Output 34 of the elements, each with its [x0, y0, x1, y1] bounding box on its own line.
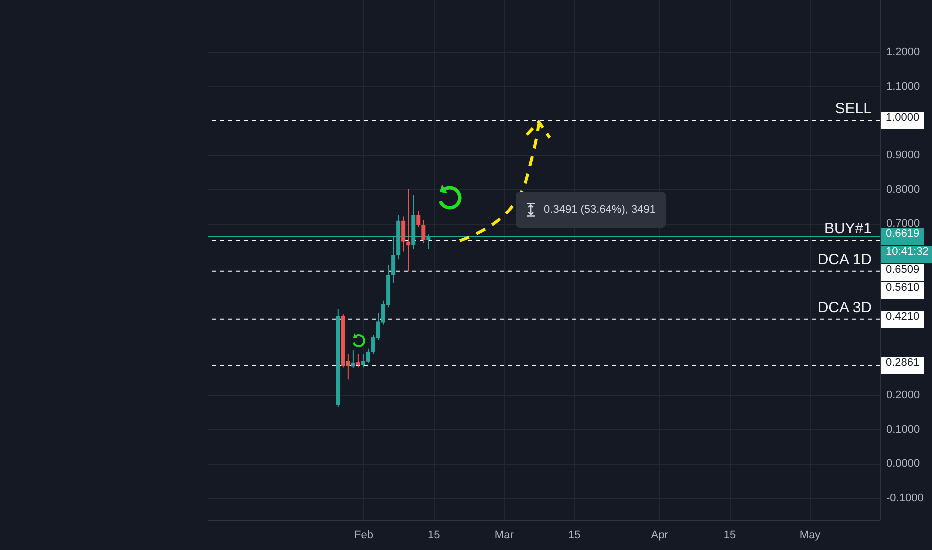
- y-tick-label: 0.2000: [886, 390, 920, 402]
- ref-line-label: DCA 3D: [818, 299, 872, 316]
- candlestick: [422, 220, 426, 244]
- x-tick-label: 15: [724, 530, 736, 542]
- annotation: 1.0000: [881, 112, 924, 130]
- annotation: 0.4210: [881, 310, 924, 328]
- candlestick: [406, 188, 411, 272]
- x-tick-label: Mar: [494, 530, 514, 542]
- candlestick: [402, 216, 406, 252]
- y-tick-label: 1.2000: [886, 46, 920, 59]
- y-tick-label: 0.7000: [886, 218, 920, 230]
- x-tick-label: Feb: [354, 530, 374, 542]
- annotation: 0.6509: [881, 264, 924, 282]
- y-tick-label: 0.0000: [886, 458, 920, 470]
- x-tick-label: May: [800, 530, 822, 542]
- y-tick-label: 0.9000: [886, 150, 920, 162]
- y-tick-label: 0.8000: [886, 184, 920, 196]
- x-tick-label: 15: [568, 530, 581, 542]
- candlestick: [356, 353, 360, 368]
- y-tick-label: 0.1000: [886, 424, 920, 436]
- annotation: 0.5610: [881, 282, 924, 300]
- candlestick: [351, 350, 356, 369]
- y-tick-label: 1.1000: [886, 80, 920, 93]
- annotation: 0.6619: [881, 228, 924, 246]
- ref-line-label: DCA 1D: [818, 251, 872, 268]
- x-tick-label: 15: [428, 530, 440, 542]
- x-tick-label: Apr: [651, 530, 669, 542]
- annotation: 0.2861: [881, 357, 924, 374]
- candlestick: [416, 210, 421, 228]
- annotation: 10:41:32: [881, 246, 932, 264]
- ref-line-label: SELL: [835, 100, 872, 118]
- ref-line-label: BUY#1: [824, 220, 872, 238]
- annotation: 0.3491 (53.64%), 3491: [544, 204, 656, 216]
- y-tick-label: -0.1000: [886, 492, 924, 505]
